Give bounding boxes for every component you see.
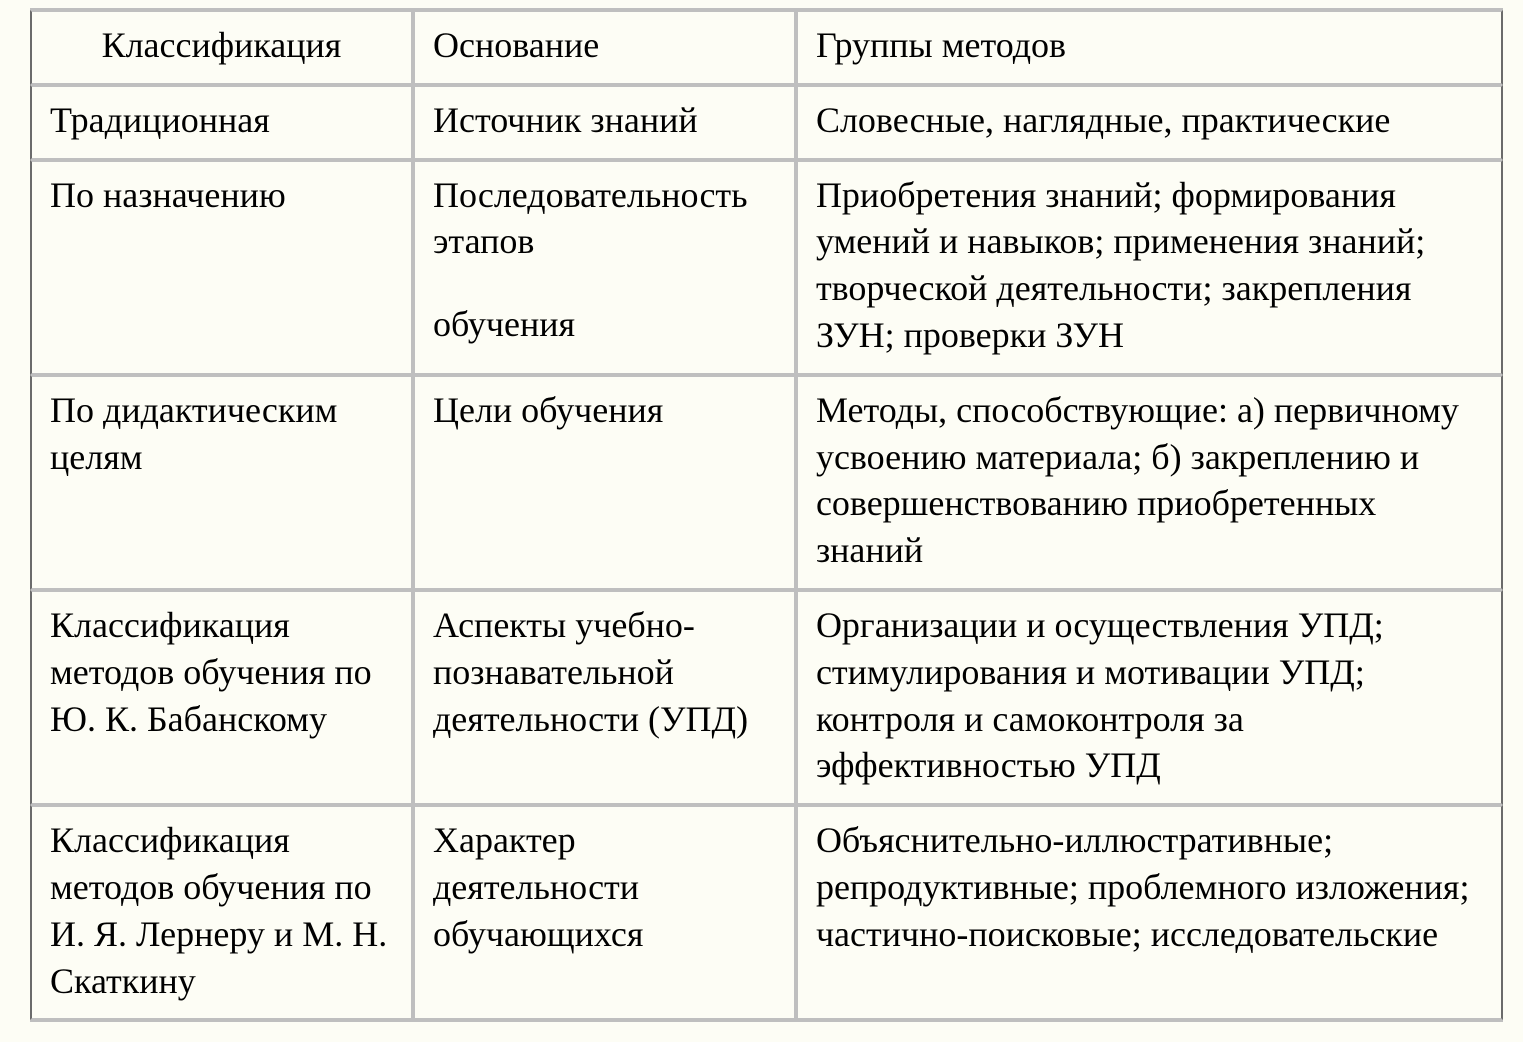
- cell-basis-line1: Последовательность этапов: [433, 175, 748, 262]
- table-row: Традиционная Источник знаний Словесные, …: [30, 85, 1503, 160]
- blank-line: [433, 265, 778, 301]
- table-row: По дидактическим целям Цели обучения Мет…: [30, 375, 1503, 590]
- cell-classification: Классификация методов обучения по Ю. К. …: [30, 590, 413, 805]
- table-row: Классификация методов обучения по И. Я. …: [30, 805, 1503, 1020]
- page: Классификация Основание Группы методов Т…: [0, 0, 1523, 1042]
- cell-classification: По назначению: [30, 160, 413, 375]
- cell-basis: Последовательность этапов обучения: [413, 160, 796, 375]
- cell-groups: Объяснительно-иллюстративные; репродукти…: [796, 805, 1503, 1020]
- cell-basis: Аспекты учебно-познавательной деятельнос…: [413, 590, 796, 805]
- cell-groups: Словесные, наглядные, практические: [796, 85, 1503, 160]
- cell-groups: Приобретения знаний; формирования умений…: [796, 160, 1503, 375]
- cell-basis-line2: обучения: [433, 304, 575, 344]
- cell-classification: Традиционная: [30, 85, 413, 160]
- cell-groups: Организации и осуществления УПД; стимули…: [796, 590, 1503, 805]
- col-header-groups: Группы методов: [796, 10, 1503, 85]
- cell-basis: Цели обучения: [413, 375, 796, 590]
- table-row: Классификация методов обучения по Ю. К. …: [30, 590, 1503, 805]
- cell-basis: Источник знаний: [413, 85, 796, 160]
- col-header-basis: Основание: [413, 10, 796, 85]
- table-header-row: Классификация Основание Группы методов: [30, 10, 1503, 85]
- classification-table: Классификация Основание Группы методов Т…: [30, 8, 1503, 1022]
- cell-classification: Классификация методов обучения по И. Я. …: [30, 805, 413, 1020]
- table-row: По назначению Последовательность этапов …: [30, 160, 1503, 375]
- cell-groups: Методы, способствующие: а) первичному ус…: [796, 375, 1503, 590]
- cell-classification: По дидактическим целям: [30, 375, 413, 590]
- cell-basis: Характер деятельности обучающихся: [413, 805, 796, 1020]
- col-header-classification: Классификация: [30, 10, 413, 85]
